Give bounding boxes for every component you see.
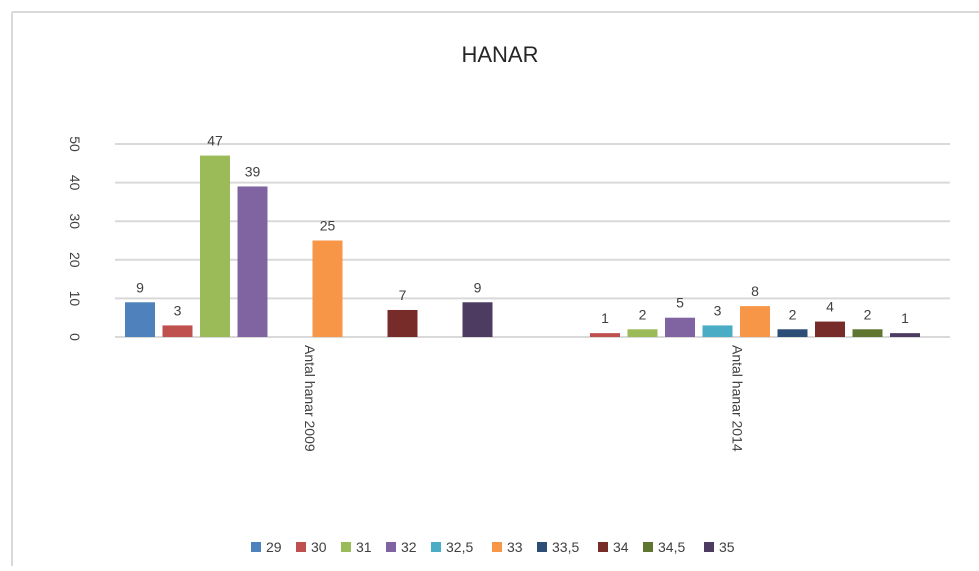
chart-title: HANAR <box>461 42 538 67</box>
y-tick-label: 0 <box>67 333 83 341</box>
bar <box>387 309 418 337</box>
bar <box>890 333 920 337</box>
legend-label: 34 <box>613 539 629 555</box>
legend-label: 32,5 <box>446 539 473 555</box>
bar <box>590 333 620 337</box>
data-label: 4 <box>826 299 834 315</box>
bar <box>665 317 695 337</box>
bar <box>777 329 808 337</box>
legend-label: 32 <box>401 539 417 555</box>
bar <box>702 325 733 337</box>
legend-label: 33,5 <box>552 539 579 555</box>
y-tick-label: 50 <box>67 136 83 152</box>
bar <box>125 302 155 337</box>
data-label: 2 <box>864 306 872 322</box>
bar <box>740 306 770 337</box>
legend-label: 35 <box>719 539 735 555</box>
legend-label: 31 <box>356 539 372 555</box>
bar <box>852 329 883 337</box>
legend-swatch <box>251 542 261 552</box>
legend-swatch <box>341 542 351 552</box>
x-tick-label: Antal hanar 2009 <box>302 345 318 452</box>
data-label: 1 <box>901 310 909 326</box>
legend-swatch <box>537 542 547 552</box>
bar <box>237 186 268 337</box>
data-label: 39 <box>245 163 261 179</box>
data-label: 25 <box>320 218 336 234</box>
bar <box>815 321 845 337</box>
legend-swatch <box>492 542 502 552</box>
legend-swatch <box>598 542 608 552</box>
y-tick-label: 10 <box>67 291 83 307</box>
data-label: 9 <box>136 279 144 295</box>
data-label: 3 <box>714 302 722 318</box>
legend-swatch <box>431 542 441 552</box>
data-label: 7 <box>399 287 407 303</box>
data-label: 2 <box>639 306 647 322</box>
bar <box>200 155 230 337</box>
legend-swatch <box>643 542 653 552</box>
legend-swatch <box>386 542 396 552</box>
legend-label: 34,5 <box>658 539 685 555</box>
y-tick-label: 40 <box>67 175 83 191</box>
y-tick-label: 30 <box>67 213 83 229</box>
x-tick-label: Antal hanar 2014 <box>730 345 746 452</box>
bar <box>462 302 493 337</box>
bar <box>162 325 193 337</box>
data-label: 1 <box>601 310 609 326</box>
y-tick-label: 20 <box>67 252 83 268</box>
data-label: 3 <box>174 302 182 318</box>
data-label: 8 <box>751 283 759 299</box>
bar <box>312 240 343 337</box>
data-label: 5 <box>676 295 684 311</box>
legend-label: 33 <box>507 539 523 555</box>
legend-label: 30 <box>311 539 327 555</box>
data-label: 2 <box>789 306 797 322</box>
legend-swatch <box>296 542 306 552</box>
data-label: 9 <box>474 279 482 295</box>
legend-label: 29 <box>266 539 282 555</box>
data-label: 47 <box>207 133 223 149</box>
bar <box>627 329 658 337</box>
legend-swatch <box>704 542 714 552</box>
